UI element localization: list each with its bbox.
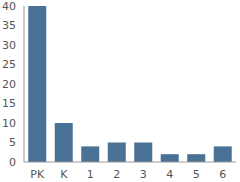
- svg-text:35: 35: [8, 19, 16, 32]
- svg-text:25: 25: [8, 58, 16, 71]
- svg-text:20: 20: [8, 78, 16, 91]
- svg-text:5: 5: [193, 168, 200, 181]
- svg-text:40: 40: [8, 0, 16, 13]
- svg-text:6: 6: [219, 168, 226, 181]
- svg-text:30: 30: [8, 39, 16, 52]
- svg-text:0: 0: [9, 156, 16, 169]
- svg-text:PK: PK: [30, 168, 45, 181]
- svg-text:3: 3: [140, 168, 147, 181]
- svg-text:15: 15: [8, 97, 16, 110]
- svg-text:1: 1: [87, 168, 94, 181]
- svg-text:2: 2: [113, 168, 120, 181]
- svg-text:5: 5: [9, 136, 16, 149]
- svg-text:10: 10: [8, 117, 16, 130]
- svg-text:K: K: [60, 168, 68, 181]
- svg-text:4: 4: [166, 168, 173, 181]
